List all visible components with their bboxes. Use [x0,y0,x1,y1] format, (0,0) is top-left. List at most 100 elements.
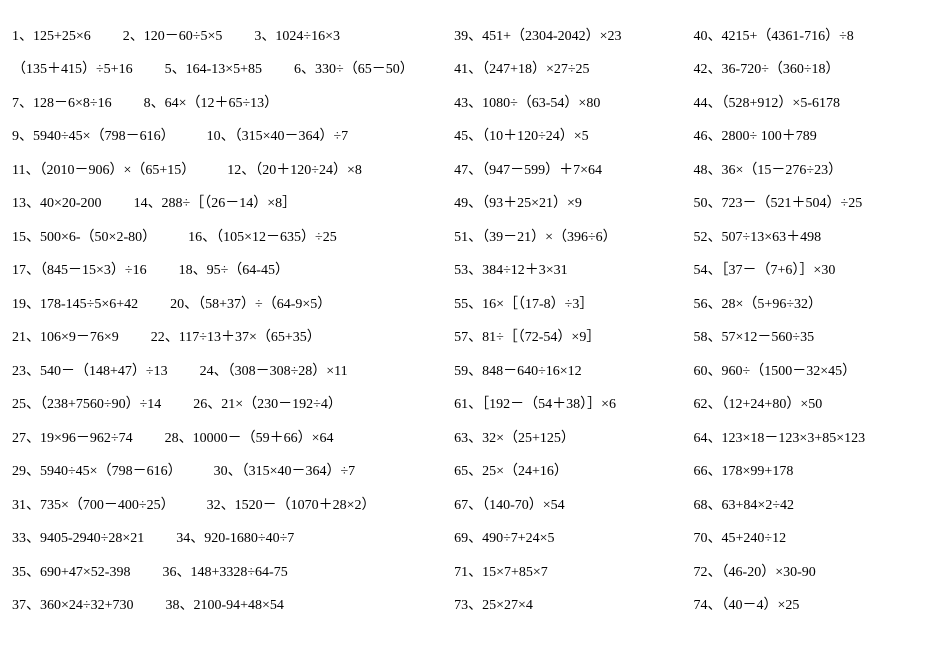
math-problem: 57、81÷［（72-54）×9］ [454,326,600,346]
math-problem: 59、848－640÷16×12 [454,360,582,380]
problem-row: 51、（39－21）×（396÷6） [454,219,693,253]
math-problem: 35、690+47×52-398 [12,561,130,581]
problem-row: 46、2800÷ 100＋789 [694,119,933,153]
problem-row: 29、5940÷45×（798－616）30、（315×40－364）÷7 [12,454,454,488]
math-problem: 25、（238+7560÷90）÷14 [12,393,161,413]
math-problem: 45、（10＋120÷24）×5 [454,125,589,145]
problem-row: 41、（247+18）×27÷25 [454,52,693,86]
math-problem: 51、（39－21）×（396÷6） [454,226,617,246]
math-problem: 55、16×［（17-8）÷3］ [454,293,593,313]
math-problem: 34、920-1680÷40÷7 [176,527,294,547]
problem-row: 65、25×（24+16） [454,454,693,488]
problem-row: 40、4215+（4361-716）÷8 [694,18,933,52]
math-problem: 23、540－（148+47）÷13 [12,360,168,380]
math-problem: 20、（58+37）÷（64-9×5） [170,293,331,313]
math-problem: 64、123×18－123×3+85×123 [694,427,866,447]
math-problem: 50、723－（521＋504）÷25 [694,192,863,212]
math-problem: 44、（528+912）×5-6178 [694,92,840,112]
math-problem: 37、360×24÷32+730 [12,594,133,614]
math-problem: 1、125+25×6 [12,25,91,45]
math-problem: 43、1080÷（63-54）×80 [454,92,600,112]
math-problem: 69、490÷7+24×5 [454,527,554,547]
math-problem: 40、4215+（4361-716）÷8 [694,25,854,45]
problem-row: 64、123×18－123×3+85×123 [694,420,933,454]
math-problem: （135＋415）÷5+16 [12,58,133,78]
problem-row: 57、81÷［（72-54）×9］ [454,320,693,354]
problem-row: 55、16×［（17-8）÷3］ [454,286,693,320]
problem-row: 70、45+240÷12 [694,521,933,555]
problem-row: 54、［37－（7+6）］×30 [694,253,933,287]
problem-row: 9、5940÷45×（798－616）10、（315×40－364）÷7 [12,119,454,153]
problem-row: 47、（947－599）＋7×64 [454,152,693,186]
math-problem: 53、384÷12＋3×31 [454,259,568,279]
problem-row: 73、25×27×4 [454,588,693,622]
problem-row: 53、384÷12＋3×31 [454,253,693,287]
math-problem: 3、1024÷16×3 [254,25,340,45]
problem-row: 56、28×（5+96÷32） [694,286,933,320]
math-problem: 36、148+3328÷64-75 [162,561,287,581]
math-problem: 18、95÷（64-45） [179,259,289,279]
problem-row: 43、1080÷（63-54）×80 [454,85,693,119]
math-problem: 26、21×（230－192÷4） [193,393,342,413]
math-problem: 56、28×（5+96÷32） [694,293,822,313]
problem-row: 15、500×6-（50×2-80）16、（105×12－635）÷25 [12,219,454,253]
problem-row: 7、128－6×8÷168、64×（12＋65÷13） [12,85,454,119]
math-problem: 30、（315×40－364）÷7 [214,460,356,480]
math-problem: 24、（308－308÷28）×11 [200,360,348,380]
math-problem: 7、128－6×8÷16 [12,92,112,112]
middle-column: 39、451+（2304-2042）×23 41、（247+18）×27÷25 43… [454,18,693,651]
math-problem: 70、45+240÷12 [694,527,787,547]
problem-row: 45、（10＋120÷24）×5 [454,119,693,153]
problem-row: 35、690+47×52-398 36、148+3328÷64-75 [12,554,454,588]
right-column: 40、4215+（4361-716）÷8 42、36-720÷（360÷18） 44… [694,18,933,651]
math-problem: 42、36-720÷（360÷18） [694,58,840,78]
math-problem: 61、［192－（54＋38）］×6 [454,393,616,413]
worksheet-container: 1、125+25×6 2、120－60÷5×5 3、1024÷16×3 （135＋41… [12,18,933,651]
math-problem: 41、（247+18）×27÷25 [454,58,589,78]
math-problem: 71、15×7+85×7 [454,561,548,581]
problem-row: 68、63+84×2÷42 [694,487,933,521]
math-problem: 48、36×（15－276÷23） [694,159,843,179]
problem-row: 25、（238+7560÷90）÷14 26、21×（230－192÷4） [12,387,454,421]
problem-row: 21、106×9－76×922、117÷13＋37×（65+35） [12,320,454,354]
problem-row: 33、9405-2940÷28×2134、920-1680÷40÷7 [12,521,454,555]
problem-row: 52、507÷13×63＋498 [694,219,933,253]
problem-row: 44、（528+912）×5-6178 [694,85,933,119]
math-problem: 10、（315×40－364）÷7 [207,125,349,145]
problem-row: 71、15×7+85×7 [454,554,693,588]
problem-row: 69、490÷7+24×5 [454,521,693,555]
left-column: 1、125+25×6 2、120－60÷5×5 3、1024÷16×3 （135＋41… [12,18,454,651]
math-problem: 66、178×99+178 [694,460,794,480]
math-problem: 46、2800÷ 100＋789 [694,125,817,145]
math-problem: 12、（20＋120÷24）×8 [227,159,362,179]
math-problem: 39、451+（2304-2042）×23 [454,25,621,45]
problem-row: 19、178-145÷5×6+4220、（58+37）÷（64-9×5） [12,286,454,320]
math-problem: 60、960÷（1500－32×45） [694,360,857,380]
math-problem: 21、106×9－76×9 [12,326,119,346]
math-problem: 11、（2010－906）×（65+15） [12,159,195,179]
math-problem: 58、57×12－560÷35 [694,326,815,346]
math-problem: 27、19×96－962÷74 [12,427,133,447]
problem-row: 60、960÷（1500－32×45） [694,353,933,387]
math-problem: 72、（46-20）×30-90 [694,561,816,581]
math-problem: 74、（40－4）×25 [694,594,800,614]
math-problem: 63、32×（25+125） [454,427,575,447]
math-problem: 54、［37－（7+6）］×30 [694,259,836,279]
math-problem: 62、（12+24+80）×50 [694,393,823,413]
math-problem: 17、（845－15×3）÷16 [12,259,147,279]
problem-row: 63、32×（25+125） [454,420,693,454]
problem-row: 48、36×（15－276÷23） [694,152,933,186]
problem-row: 74、（40－4）×25 [694,588,933,622]
math-problem: 32、1520－（1070＋28×2） [207,494,376,514]
problem-row: 13、40×20-20014、288÷［（26－14）×8］ [12,186,454,220]
math-problem: 6、330÷（65－50） [294,58,414,78]
math-problem: 52、507÷13×63＋498 [694,226,822,246]
problem-row: 67、（140-70）×54 [454,487,693,521]
math-problem: 14、288÷［（26－14）×8］ [134,192,297,212]
problem-row: 17、（845－15×3）÷16 18、95÷（64-45） [12,253,454,287]
math-problem: 38、2100-94+48×54 [165,594,283,614]
math-problem: 5、164-13×5+85 [165,58,262,78]
math-problem: 2、120－60÷5×5 [123,25,223,45]
problem-row: 49、（93＋25×21）×9 [454,186,693,220]
problem-row: 61、［192－（54＋38）］×6 [454,387,693,421]
